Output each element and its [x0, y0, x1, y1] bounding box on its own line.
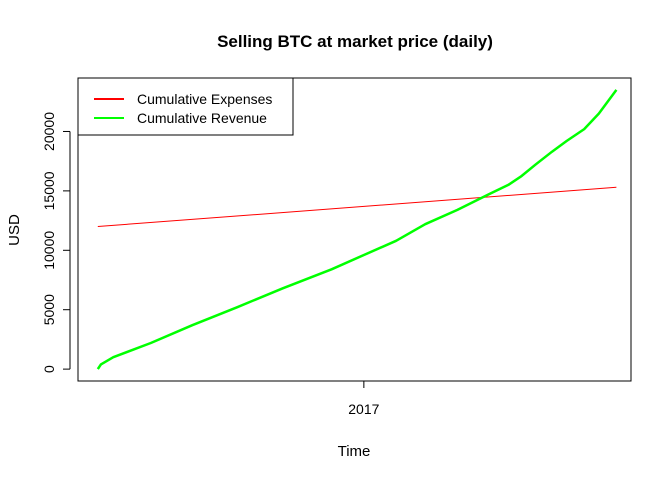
- x-tick-label: 2017: [348, 401, 379, 417]
- series-line-2: [96, 89, 618, 370]
- legend-label-1: Cumulative Expenses: [137, 91, 272, 107]
- plot-area: [77, 77, 632, 382]
- y-tick-label: 0: [41, 365, 57, 373]
- y-axis-label: USD: [6, 214, 23, 246]
- y-tick-label: 15000: [41, 171, 57, 210]
- legend-label-2: Cumulative Revenue: [137, 110, 267, 126]
- series-line-1: [97, 186, 617, 227]
- y-tick-label: 20000: [41, 112, 57, 151]
- y-tick-label: 10000: [41, 231, 57, 270]
- series-layer: [96, 89, 618, 370]
- legend: Cumulative Expenses Cumulative Revenue: [77, 77, 294, 136]
- legend-box: [77, 77, 294, 136]
- y-axis: 0 5000 10000 15000 20000: [41, 112, 71, 373]
- chart-title: Selling BTC at market price (daily): [217, 32, 493, 51]
- x-axis-label: Time: [338, 443, 371, 460]
- x-axis: 2017: [348, 381, 380, 417]
- y-tick-label: 5000: [41, 294, 57, 325]
- plot-frame: [77, 77, 632, 382]
